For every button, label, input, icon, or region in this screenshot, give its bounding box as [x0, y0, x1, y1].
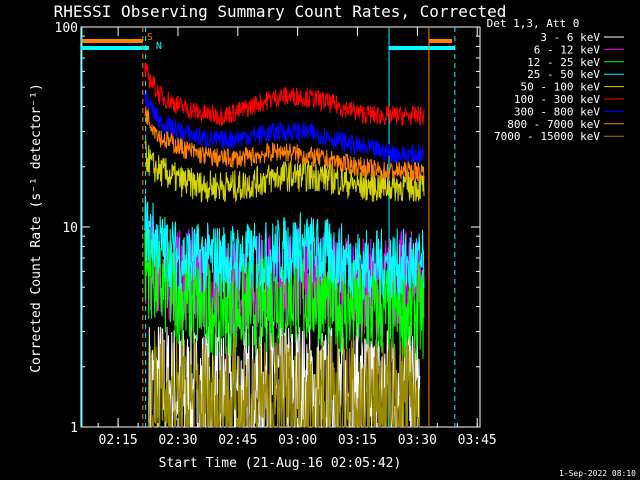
x-tick-label: 03:30 — [398, 433, 437, 448]
y-axis-label: Corrected Count Rate (s⁻¹ detector⁻¹) — [29, 83, 44, 373]
y-tick-label: 100 — [55, 21, 78, 36]
flag-n-label: N — [156, 41, 162, 52]
legend-entry-label: 6 - 12 keV — [534, 43, 601, 56]
legend-entry-label: 800 - 7000 keV — [507, 118, 600, 131]
x-tick-label: 03:15 — [338, 433, 377, 448]
flag-s-label: S — [147, 32, 153, 43]
series-line — [144, 106, 425, 182]
x-axis-label: Start Time (21-Aug-16 02:05:42) — [159, 456, 402, 471]
legend-header: Det 1,3, Att 0 — [487, 17, 580, 30]
legend-entry-label: 3 - 6 keV — [540, 31, 600, 44]
x-tick-label: 02:15 — [99, 433, 138, 448]
legend-entry-label: 7000 - 15000 keV — [494, 130, 600, 143]
series-line — [144, 140, 425, 203]
legend-entry-label: 300 - 800 keV — [514, 105, 600, 118]
chart-title: RHESSI Observing Summary Count Rates, Co… — [54, 2, 507, 21]
series-line — [144, 195, 425, 300]
footer-date: 1-Sep-2022 08:10 — [559, 469, 636, 478]
series-line — [148, 330, 421, 429]
x-tick-label: 03:00 — [278, 433, 317, 448]
legend-entry-label: 50 - 100 keV — [521, 81, 601, 94]
x-tick-label: 02:30 — [158, 433, 197, 448]
x-tick-label: 02:45 — [218, 433, 257, 448]
legend-entry-label: 25 - 50 keV — [527, 68, 600, 81]
series-line — [144, 62, 425, 127]
legend-entry-label: 12 - 25 keV — [527, 56, 600, 69]
y-tick-label: 1 — [70, 421, 78, 436]
y-tick-label: 10 — [62, 221, 78, 236]
plot-area: 1 10 100 02:15 02:30 02:45 03:00 03:15 03:30 03:4… — [55, 21, 497, 448]
legend-entry-label: 100 - 300 keV — [514, 93, 600, 106]
x-tick-label: 03:45 — [458, 433, 497, 448]
series-line — [144, 89, 425, 165]
